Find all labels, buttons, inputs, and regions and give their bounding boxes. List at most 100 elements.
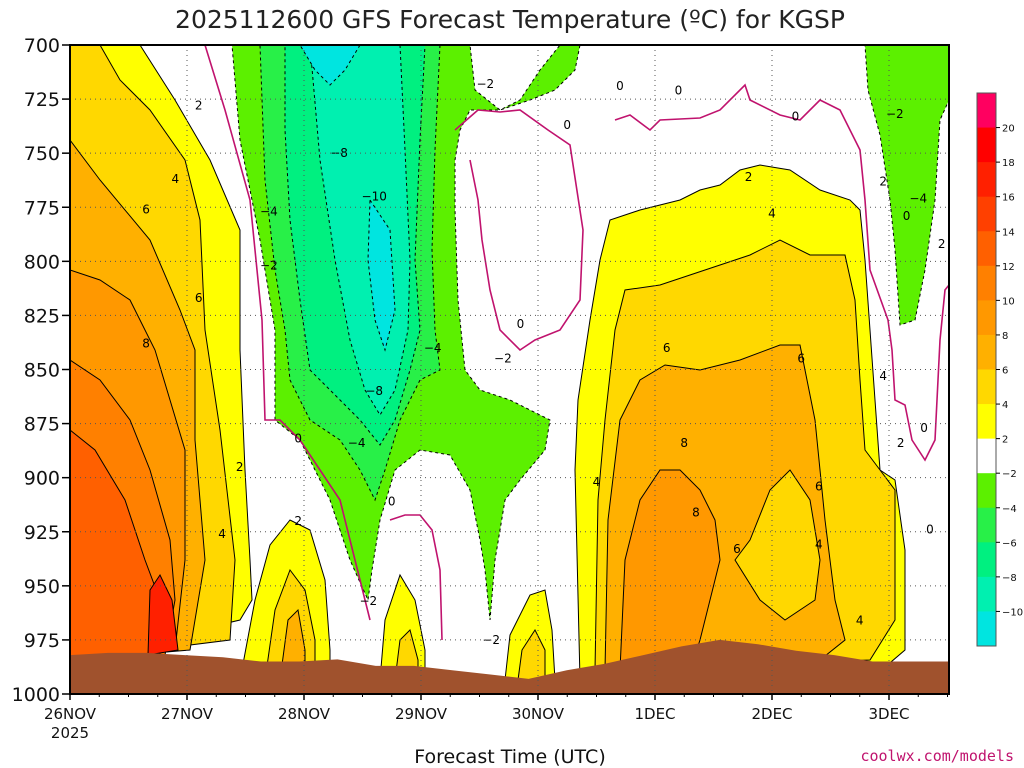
colorbar-tick-label: 14 xyxy=(1002,227,1015,238)
contour-label: −4 xyxy=(424,341,442,355)
colorbar-tick-label: −6 xyxy=(1002,538,1017,549)
contour-label: −2 xyxy=(260,259,278,273)
contour-label: −4 xyxy=(260,205,278,219)
band-16-18-left xyxy=(147,573,179,656)
contour-label: 4 xyxy=(218,527,226,541)
colorbar-swatch xyxy=(977,611,996,647)
contour-label: 4 xyxy=(171,172,179,186)
x-axis-label: Forecast Time (UTC) xyxy=(414,746,605,768)
contour-label: 2 xyxy=(745,170,753,184)
colorbar-tick-label: 6 xyxy=(1002,366,1008,377)
contour-label: 8 xyxy=(142,337,150,351)
colorbar-swatch xyxy=(977,473,996,509)
y-tick-label: 800 xyxy=(24,251,60,273)
colorbar-swatch xyxy=(977,231,996,267)
contour-label: 0 xyxy=(903,209,911,223)
colorbar-tick-label: −2 xyxy=(1002,469,1017,480)
y-axis: 700 725 750 775 800 825 850 875 900 925 950 975 1000 xyxy=(12,35,70,706)
contour-label: 2 xyxy=(294,514,302,528)
y-tick-label: 700 xyxy=(24,35,60,57)
contour-label: −2 xyxy=(476,77,494,91)
y-tick-label: 725 xyxy=(24,89,60,111)
chart-title: 2025112600 GFS Forecast Temperature (ºC)… xyxy=(175,5,845,34)
colorbar-swatch xyxy=(977,542,996,578)
plot-area: 2 4 6 6 8 2 4 2 0 −4 −2 −8 −10 −8 −4 −4 0 −2 −2 0 0 0 0 0 −2 −2 4 6… xyxy=(70,45,949,694)
contour-label: −2 xyxy=(494,352,512,366)
colorbar-swatch xyxy=(977,265,996,301)
contour-label: 4 xyxy=(879,369,887,383)
cold-region-middle xyxy=(231,45,581,621)
contour-labels: 2 4 6 6 8 2 4 2 0 −4 −2 −8 −10 −8 −4 −4 0 −2 −2 0 0 0 0 0 −2 −2 4 6… xyxy=(142,77,945,647)
contour-label: 6 xyxy=(142,202,150,216)
colorbar-swatch xyxy=(977,93,996,129)
contour-label: 0 xyxy=(388,494,396,508)
contour-label: −4 xyxy=(348,436,366,450)
warm-lobes xyxy=(239,519,556,681)
colorbar-swatch xyxy=(977,300,996,336)
cold-region-right xyxy=(864,45,949,326)
colorbar-tick-label: −4 xyxy=(1002,504,1017,515)
contour-label: 0 xyxy=(792,109,800,123)
contour-label: 2 xyxy=(195,99,203,113)
freezing-line-1 xyxy=(204,45,371,621)
contour-label: 2 xyxy=(897,436,905,450)
x-tick-label: 26NOV xyxy=(44,705,97,723)
colorbar-swatch xyxy=(977,127,996,163)
colorbar-swatch xyxy=(977,507,996,543)
x-tick-label: 27NOV xyxy=(161,705,214,723)
colorbar-tick-label: 12 xyxy=(1002,262,1015,273)
contour-label: −2 xyxy=(886,107,904,121)
y-tick-label: 975 xyxy=(24,630,60,652)
band-cold-2-right xyxy=(864,45,949,326)
contour-label: 8 xyxy=(692,505,700,519)
y-tick-label: 775 xyxy=(24,197,60,219)
y-tick-label: 900 xyxy=(24,468,60,490)
colorbar-tick-label: 20 xyxy=(1002,124,1015,135)
colorbar-tick-label: −10 xyxy=(1002,607,1023,618)
contour-label: 6 xyxy=(797,352,805,366)
colorbar-swatch xyxy=(977,196,996,232)
x-tick-label: 28NOV xyxy=(278,705,331,723)
warm-region-right xyxy=(574,164,906,681)
contour-label: 6 xyxy=(195,291,203,305)
contour-label: 2 xyxy=(879,174,887,188)
contour-label: −4 xyxy=(909,192,927,206)
colorbar-swatch xyxy=(977,369,996,405)
colorbar-swatch xyxy=(977,404,996,440)
colorbar-tick-label: 18 xyxy=(1002,158,1015,169)
contour-label: −8 xyxy=(330,146,348,160)
contour-label: −2 xyxy=(482,633,500,647)
x-tick-label: 29NOV xyxy=(395,705,448,723)
colorbar-tick-label: −8 xyxy=(1002,573,1017,584)
colorbar-swatch xyxy=(977,162,996,198)
contour-label: −8 xyxy=(365,384,383,398)
x-tick-label: 3DEC xyxy=(868,705,909,723)
freezing-line-4 xyxy=(614,83,949,462)
x-axis-year: 2025 xyxy=(51,724,89,742)
colorbar-tick-label: 10 xyxy=(1002,296,1015,307)
contour-label: 4 xyxy=(815,538,823,552)
grid xyxy=(70,45,949,694)
band-cold-10 xyxy=(299,45,396,352)
credit-text: coolwx.com/models xyxy=(860,747,1014,765)
colorbar-tick-label: 16 xyxy=(1002,193,1015,204)
y-tick-label: 875 xyxy=(24,414,60,436)
contour-label: 8 xyxy=(680,436,688,450)
contour-label: 0 xyxy=(294,432,302,446)
contour-label: 0 xyxy=(563,118,571,132)
y-tick-label: 950 xyxy=(24,576,60,598)
contour-label: 4 xyxy=(856,613,864,627)
contour-label: 0 xyxy=(675,83,683,97)
y-tick-label: 750 xyxy=(24,143,60,165)
y-tick-label: 925 xyxy=(24,522,60,544)
y-tick-label: 825 xyxy=(24,305,60,327)
contour-label: 4 xyxy=(768,207,776,221)
contour-label: 6 xyxy=(815,479,823,493)
colorbar-tick-label: 8 xyxy=(1002,331,1008,342)
freezing-line-2 xyxy=(389,514,443,641)
colorbar-swatch xyxy=(977,576,996,612)
x-tick-label: 1DEC xyxy=(634,705,675,723)
colorbar-swatch xyxy=(977,438,996,474)
y-tick-label: 850 xyxy=(24,360,60,382)
